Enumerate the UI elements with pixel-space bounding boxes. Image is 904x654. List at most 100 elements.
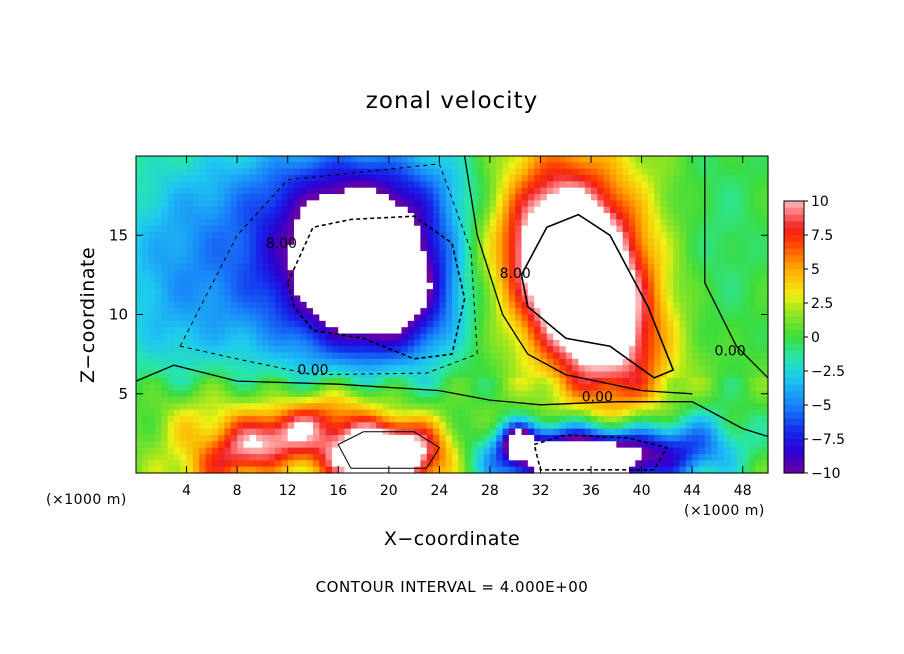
heatmap-cell (521, 187, 529, 195)
heatmap-cell (660, 339, 668, 347)
heatmap-cell (572, 384, 579, 392)
heatmap-cell (502, 441, 510, 449)
heatmap-cell (692, 289, 700, 297)
heatmap-cell (622, 371, 630, 379)
heatmap-cell (515, 365, 523, 373)
heatmap-cell (647, 390, 655, 398)
heatmap-cell (357, 206, 365, 214)
heatmap-cell (515, 194, 523, 201)
heatmap-cell (344, 251, 352, 259)
heatmap-cell (527, 428, 535, 436)
heatmap-cell (736, 327, 744, 335)
heatmap-cell (445, 200, 453, 208)
heatmap-cell (268, 308, 276, 316)
heatmap-cell (723, 358, 731, 366)
heatmap-cell (666, 308, 674, 316)
heatmap-cell (647, 213, 655, 220)
heatmap-cell (426, 232, 434, 240)
heatmap-cell (736, 409, 744, 417)
heatmap-cell (344, 270, 352, 278)
heatmap-cell (458, 175, 466, 182)
heatmap-cell (136, 422, 143, 430)
heatmap-cell (477, 156, 485, 163)
heatmap-cell (167, 365, 175, 373)
heatmap-cell (572, 320, 579, 328)
heatmap-cell (186, 289, 194, 297)
heatmap-cell (350, 232, 358, 240)
heatmap-cell (262, 384, 270, 392)
heatmap-cell (369, 333, 377, 341)
heatmap-cell (136, 257, 143, 265)
heatmap-cell (527, 441, 535, 449)
heatmap-cell (224, 225, 232, 233)
heatmap-cell (331, 377, 339, 385)
heatmap-cell (730, 270, 737, 278)
heatmap-cell (338, 428, 346, 436)
heatmap-cell (496, 422, 504, 430)
heatmap-cell (755, 263, 763, 271)
heatmap-cell (294, 320, 301, 328)
heatmap-cell (761, 320, 769, 328)
heatmap-cell (199, 339, 207, 347)
heatmap-cell (666, 320, 674, 328)
heatmap-cell (154, 339, 162, 347)
heatmap-cell (603, 390, 611, 398)
heatmap-cell (186, 384, 194, 392)
heatmap-cell (224, 206, 232, 214)
heatmap-cell (610, 441, 617, 449)
heatmap-cell (736, 181, 744, 189)
heatmap-cell (616, 365, 624, 373)
heatmap-cell (508, 263, 516, 271)
heatmap-cell (173, 301, 181, 309)
heatmap-cell (502, 377, 510, 385)
heatmap-cell (420, 453, 428, 461)
heatmap-cell (407, 276, 415, 284)
heatmap-cell (508, 244, 516, 252)
heatmap-cell (420, 390, 428, 398)
heatmap-cell (527, 187, 535, 195)
heatmap-cell (363, 453, 371, 461)
heatmap-cell (433, 289, 440, 297)
heatmap-cell (565, 156, 573, 163)
heatmap-cell (407, 194, 415, 201)
heatmap-cell (749, 238, 756, 246)
heatmap-cell (546, 384, 554, 392)
heatmap-cell (344, 181, 352, 189)
heatmap-cell (730, 434, 737, 442)
heatmap-cell (224, 156, 232, 163)
heatmap-cell (578, 447, 586, 455)
heatmap-cell (312, 333, 320, 341)
heatmap-cell (287, 403, 295, 411)
heatmap-cell (300, 320, 308, 328)
heatmap-cell (559, 213, 567, 220)
heatmap-cell (597, 466, 605, 474)
heatmap-cell (161, 352, 169, 360)
heatmap-cell (161, 377, 169, 385)
heatmap-cell (224, 181, 232, 189)
heatmap-cell (641, 156, 649, 163)
heatmap-cell (654, 219, 662, 227)
heatmap-cell (508, 213, 516, 220)
heatmap-cell (489, 447, 497, 455)
heatmap-cell (477, 206, 485, 214)
heatmap-cell (205, 219, 213, 227)
heatmap-cell (382, 453, 390, 461)
heatmap-cell (660, 409, 668, 417)
heatmap-cell (281, 396, 289, 404)
heatmap-cell (199, 225, 207, 233)
heatmap-cell (211, 415, 219, 423)
heatmap-cell (275, 257, 282, 265)
heatmap-cell (426, 168, 434, 176)
heatmap-cell (369, 238, 377, 246)
heatmap-cell (426, 460, 434, 468)
heatmap-cell (641, 371, 649, 379)
heatmap-cell (666, 282, 674, 290)
heatmap-cell (622, 314, 630, 322)
heatmap-cell (546, 200, 554, 208)
heatmap-cell (230, 175, 238, 182)
heatmap-cell (445, 320, 453, 328)
heatmap-cell (338, 225, 346, 233)
heatmap-cell (603, 213, 611, 220)
heatmap-cell (218, 206, 226, 214)
heatmap-cell (439, 428, 447, 436)
